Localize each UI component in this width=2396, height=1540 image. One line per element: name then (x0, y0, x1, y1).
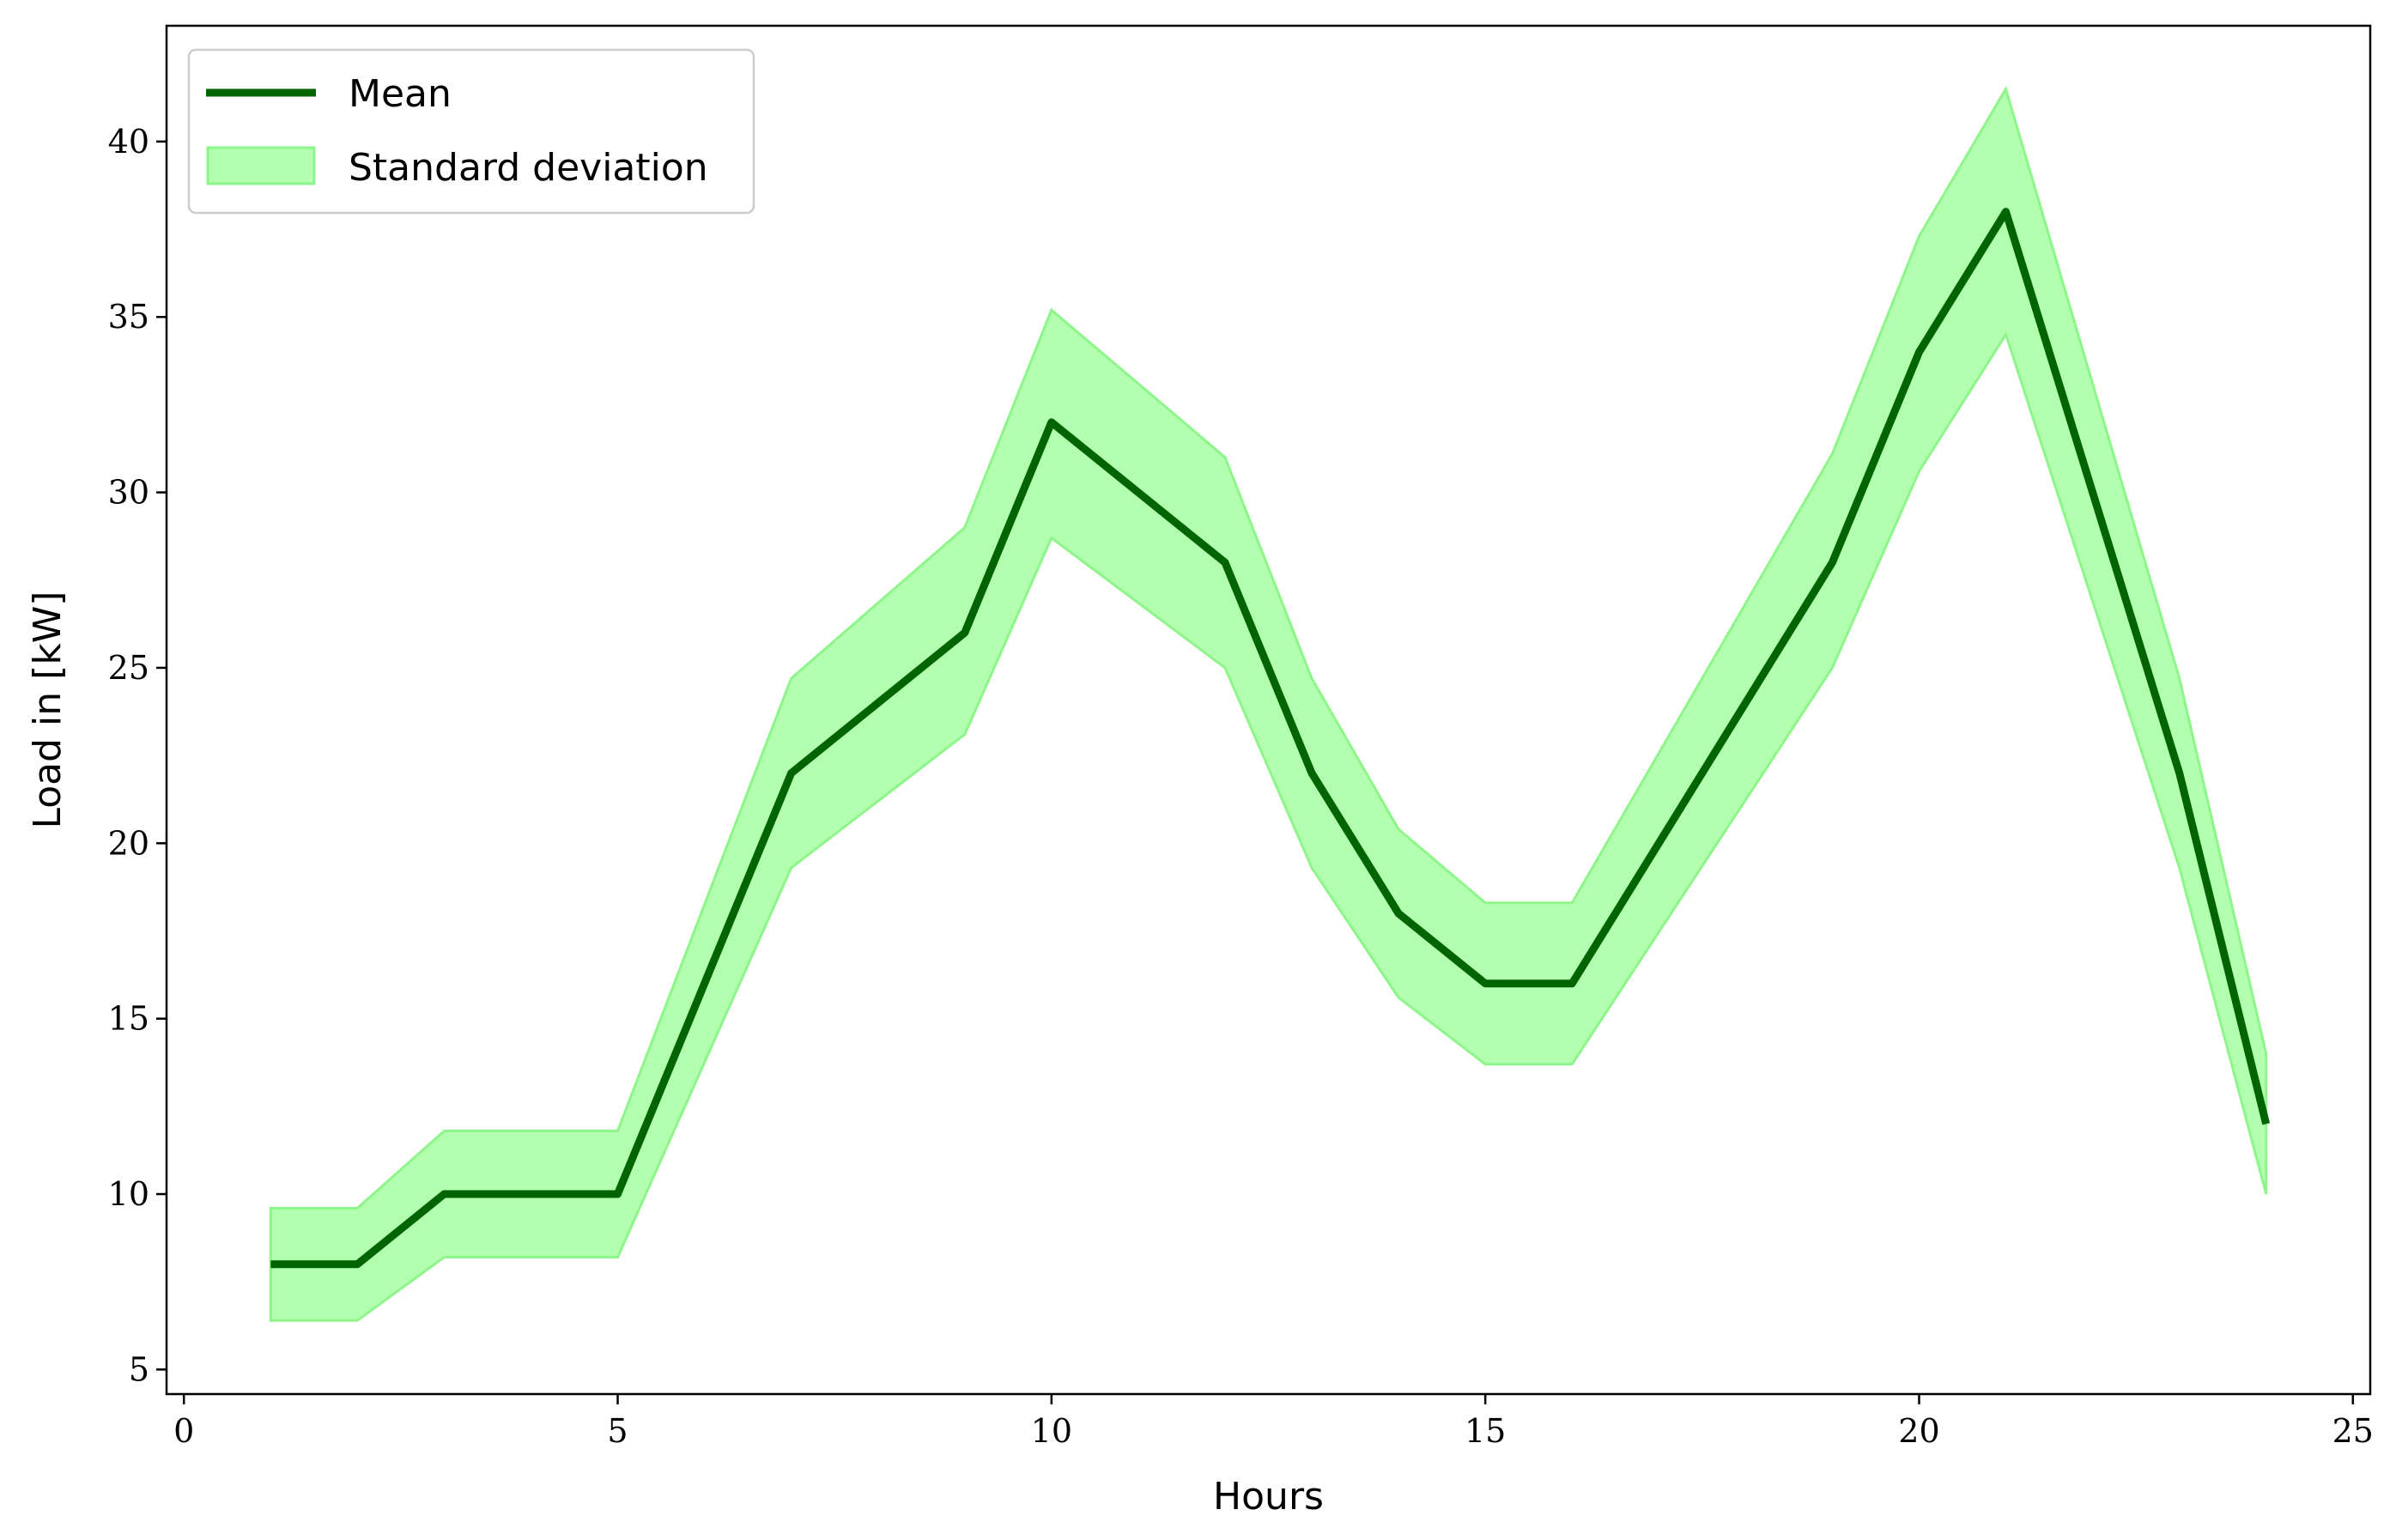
x-tick-label: 10 (1031, 1412, 1072, 1450)
y-axis-label: Load in [kW] (26, 591, 70, 829)
legend-std-label: Standard deviation (349, 146, 708, 190)
y-tick-label: 5 (129, 1350, 149, 1388)
legend: Mean Standard deviation (187, 48, 755, 215)
y-tick-label: 40 (108, 123, 149, 161)
plot-area (269, 85, 2271, 1322)
x-tick-label: 0 (173, 1412, 194, 1450)
x-axis-label: Hours (1213, 1475, 1324, 1519)
y-tick-label: 35 (108, 298, 149, 336)
legend-mean-label: Mean (349, 72, 452, 116)
standard-deviation-band (269, 85, 2268, 1322)
x-tick-label: 20 (1898, 1412, 1939, 1450)
x-axis-ticks: 0 5 10 15 20 25 (173, 1394, 2374, 1450)
y-tick-label: 10 (108, 1175, 149, 1213)
x-tick-label: 5 (607, 1412, 628, 1450)
y-axis-ticks: 5 10 15 20 25 30 35 40 (108, 123, 167, 1388)
y-tick-label: 25 (108, 649, 149, 687)
mean-line (270, 208, 2271, 1269)
legend-std-swatch (206, 146, 316, 185)
legend-box (187, 48, 755, 215)
y-tick-label: 20 (108, 824, 149, 862)
x-tick-label: 15 (1465, 1412, 1506, 1450)
x-tick-label: 25 (2332, 1412, 2374, 1450)
y-tick-label: 15 (108, 1000, 149, 1038)
y-tick-label: 30 (108, 474, 149, 512)
axes-frame (165, 24, 2372, 1396)
